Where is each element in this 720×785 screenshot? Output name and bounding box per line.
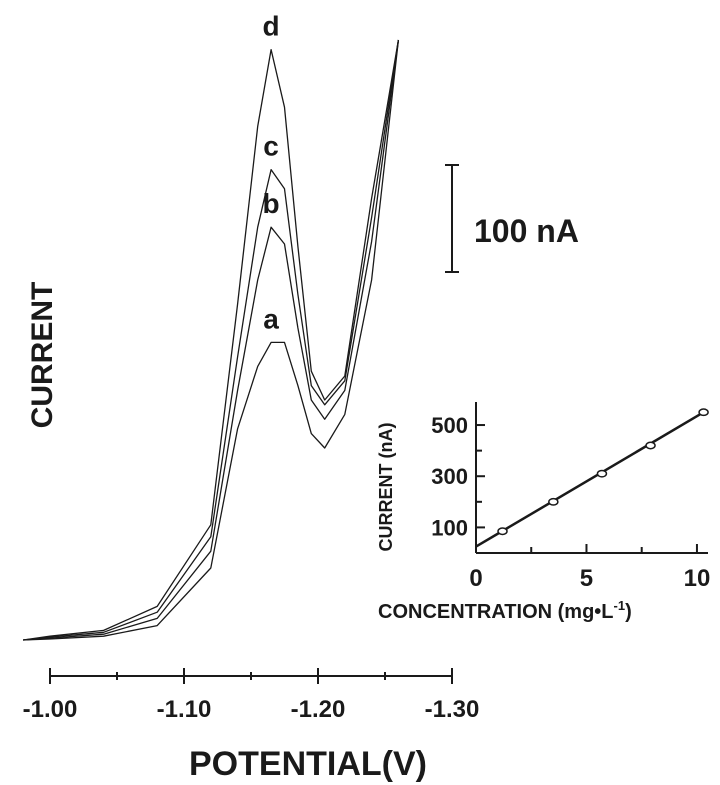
y-axis-title: CURRENT [26,282,59,429]
scale-bar-label: 100 nA [474,213,579,249]
inset-x-tick-label: 5 [580,565,593,592]
inset-y-tick-label: 300 [431,464,468,489]
calibration-inset-chart: 100 300 500 0 5 10 CURRENT (nA) CONCENTRATIO… [376,402,710,623]
voltammogram-curves [23,39,400,641]
x-tick-label: -1.00 [23,696,78,723]
curve-label-d: d [263,11,280,42]
x-tick-label: -1.30 [425,696,480,723]
inset-data-points [497,408,709,536]
inset-x-axis-ticks: 0 5 10 [469,544,710,592]
curve-label-b: b [263,188,280,219]
inset-regression-line [475,409,707,548]
scale-bar: 100 nA [445,164,579,273]
inset-y-axis-title: CURRENT (nA) [376,423,396,552]
x-tick-label: -1.10 [157,696,212,723]
inset-x-tick-label: 0 [469,565,482,592]
x-axis-ticks: -1.00 -1.10 -1.20 -1.30 [23,668,480,723]
inset-y-tick-label: 500 [431,413,468,438]
curve-label-c: c [263,131,279,162]
inset-x-tick-label: 10 [684,565,711,592]
inset-data-point [698,408,709,417]
inset-y-axis-ticks: 100 300 500 [431,413,485,540]
inset-fit-line [475,409,707,548]
inset-data-point [497,527,508,536]
x-axis-title: POTENTIAL(V) [189,745,427,783]
x-tick-label: -1.20 [291,696,346,723]
inset-data-point [596,469,608,478]
voltammogram-chart: a bc d -1.00 -1.10 -1.20 -1.30 POTENTIAL(V) C… [23,11,579,783]
curve-label-a: a [263,303,279,334]
curve-c [23,39,400,641]
curve-a [23,39,400,641]
inset-data-point [548,497,559,506]
curve-labels: a bc d [263,11,280,335]
curve-d [23,39,400,641]
curve-b [23,39,400,641]
inset-y-tick-label: 100 [431,515,468,540]
inset-data-point [645,441,656,450]
inset-x-axis-title: CONCENTRATION (mg•L-1) [378,598,632,623]
